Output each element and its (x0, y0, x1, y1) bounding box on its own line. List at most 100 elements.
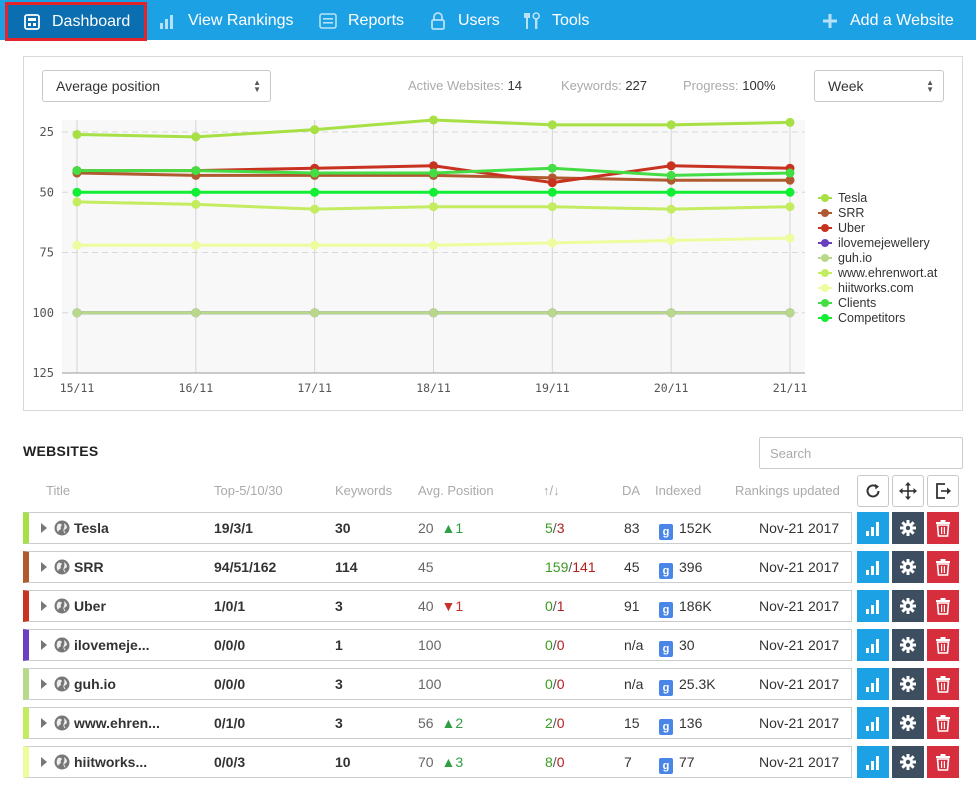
website-row[interactable]: Uber 1/0/1 3 40 ▼1 0/1 91 g 186K Nov-21 2… (23, 590, 852, 622)
legend-item[interactable]: Competitors (818, 310, 937, 325)
legend-swatch (818, 313, 832, 322)
reorder-button[interactable] (892, 475, 924, 507)
x-tick-label: 15/11 (60, 381, 95, 395)
expand-caret-icon[interactable] (41, 679, 47, 689)
legend-item[interactable]: SRR (818, 205, 937, 220)
website-row[interactable]: SRR 94/51/162 114 45 159/141 45 g 396 Nov… (23, 551, 852, 583)
website-updated: Nov-21 2017 (759, 637, 840, 653)
active-websites-label: Active Websites: (408, 78, 504, 93)
legend-item[interactable]: Tesla (818, 190, 937, 205)
view-rankings-button[interactable] (857, 512, 889, 544)
settings-button[interactable] (892, 629, 924, 661)
website-title[interactable]: ilovemeje... (74, 637, 150, 653)
expand-caret-icon[interactable] (41, 718, 47, 728)
view-rankings-button[interactable] (857, 629, 889, 661)
legend-item[interactable]: www.ehrenwort.at (818, 265, 937, 280)
legend-item[interactable]: Uber (818, 220, 937, 235)
view-rankings-button[interactable] (857, 707, 889, 739)
website-row[interactable]: guh.io 0/0/0 3 100 0/0 n/a g 25.3K Nov-21… (23, 668, 852, 700)
delete-button[interactable] (927, 629, 959, 661)
tools-icon (522, 12, 542, 30)
expand-caret-icon[interactable] (41, 757, 47, 767)
data-point (429, 187, 438, 197)
add-website-button[interactable]: Add a Website (820, 6, 954, 36)
legend-label: www.ehrenwort.at (838, 265, 938, 280)
website-top: 0/0/0 (214, 637, 246, 653)
chart-legend: Tesla SRR Uber ilovemejewellery guh.io w… (818, 190, 937, 325)
expand-caret-icon[interactable] (41, 523, 47, 533)
x-tick-label: 17/11 (297, 381, 332, 395)
data-point (310, 204, 320, 214)
legend-item[interactable]: Clients (818, 295, 937, 310)
legend-item[interactable]: hiitworks.com (818, 280, 937, 295)
website-title[interactable]: hiitworks... (74, 754, 148, 770)
settings-button[interactable] (892, 512, 924, 544)
website-keywords: 114 (335, 559, 358, 575)
data-point (547, 178, 557, 188)
website-row[interactable]: ilovemeje... 0/0/0 1 100 0/0 n/a g 30 Nov… (23, 629, 852, 661)
delete-button[interactable] (927, 512, 959, 544)
expand-caret-icon[interactable] (41, 601, 47, 611)
website-title[interactable]: Uber (74, 598, 106, 614)
settings-button[interactable] (892, 551, 924, 583)
data-point (666, 308, 676, 318)
data-point (429, 168, 438, 178)
website-indexed: g 136 (659, 715, 702, 735)
settings-button[interactable] (892, 746, 924, 778)
legend-swatch (818, 283, 832, 292)
website-da: 7 (624, 754, 632, 770)
period-select[interactable]: Week ▲ ▼ (814, 70, 944, 102)
data-point (310, 168, 320, 178)
website-avg-position: 45 (418, 559, 434, 575)
data-point (785, 175, 795, 185)
view-rankings-button[interactable] (857, 551, 889, 583)
settings-button[interactable] (892, 590, 924, 622)
google-icon: g (659, 524, 673, 540)
refresh-button[interactable] (857, 475, 889, 507)
nav-tools[interactable]: Tools (522, 6, 589, 36)
delete-button[interactable] (927, 590, 959, 622)
delete-button[interactable] (927, 746, 959, 778)
website-avg-position: 100 (418, 637, 441, 653)
nav-users[interactable]: Users (428, 6, 500, 36)
website-title[interactable]: Tesla (74, 520, 109, 536)
x-tick-label: 20/11 (654, 381, 689, 395)
settings-button[interactable] (892, 668, 924, 700)
trash-icon (936, 754, 950, 771)
search-input[interactable] (759, 437, 963, 469)
metric-select-value: Average position (56, 78, 161, 94)
settings-button[interactable] (892, 707, 924, 739)
expand-caret-icon[interactable] (41, 640, 47, 650)
legend-item[interactable]: ilovemejewellery (818, 235, 937, 250)
view-rankings-button[interactable] (857, 746, 889, 778)
website-indexed: g 186K (659, 598, 712, 618)
data-point (191, 132, 201, 142)
metric-select[interactable]: Average position ▲ ▼ (42, 70, 271, 102)
delete-button[interactable] (927, 551, 959, 583)
downs-value: 141 (572, 559, 596, 575)
website-row[interactable]: hiitworks... 0/0/3 10 70 ▲3 8/0 7 g 77 No… (23, 746, 852, 778)
website-row[interactable]: Tesla 19/3/1 30 20 ▲1 5/3 83 g 152K Nov-2… (23, 512, 852, 544)
export-button[interactable] (927, 475, 959, 507)
website-indexed: g 152K (659, 520, 712, 540)
legend-swatch (818, 223, 832, 232)
x-tick-label: 19/11 (535, 381, 570, 395)
website-keywords: 3 (335, 598, 343, 614)
website-row[interactable]: www.ehren... 0/1/0 3 56 ▲2 2/0 15 g 136 N… (23, 707, 852, 739)
website-da: n/a (624, 676, 644, 692)
nav-reports[interactable]: Reports (318, 6, 404, 36)
view-rankings-button[interactable] (857, 590, 889, 622)
bar-chart-icon (866, 561, 879, 575)
website-title[interactable]: guh.io (74, 676, 116, 692)
nav-dashboard[interactable]: Dashboard (4, 2, 148, 41)
website-title[interactable]: SRR (74, 559, 104, 575)
legend-item[interactable]: guh.io (818, 250, 937, 265)
up-arrow-icon: ▲ (441, 520, 456, 536)
delete-button[interactable] (927, 707, 959, 739)
website-title[interactable]: www.ehren... (74, 715, 160, 731)
expand-caret-icon[interactable] (41, 562, 47, 572)
delete-button[interactable] (927, 668, 959, 700)
nav-view-rankings[interactable]: View Rankings (158, 6, 294, 36)
view-rankings-button[interactable] (857, 668, 889, 700)
website-da: n/a (624, 637, 644, 653)
